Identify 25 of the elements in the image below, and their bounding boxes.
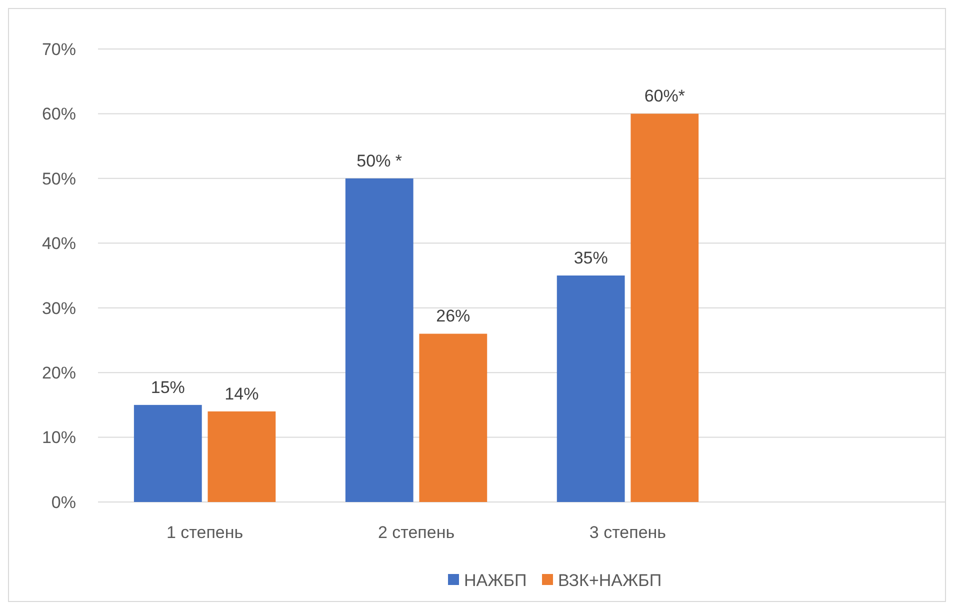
data-label: 35%: [574, 248, 608, 268]
data-label: 50% *: [356, 151, 402, 170]
y-tick-label: 50%: [42, 169, 76, 188]
y-tick-label: 0%: [51, 492, 76, 512]
x-tick-label: 2 степень: [378, 523, 455, 542]
y-tick-label: 70%: [42, 40, 76, 59]
y-tick-label: 10%: [42, 428, 76, 448]
bar: [208, 411, 276, 502]
data-label: 14%: [224, 384, 259, 404]
bar: [419, 334, 488, 502]
y-tick-label: 30%: [42, 298, 76, 318]
bar: [556, 276, 625, 502]
legend-label: ВЗК+НАЖБП: [558, 570, 662, 590]
data-label: 60%*: [644, 86, 686, 106]
x-tick-label: 3 степень: [589, 523, 666, 542]
data-label: 26%: [436, 306, 470, 326]
bar: [345, 178, 414, 502]
bar: [134, 404, 202, 502]
y-tick-label: 60%: [42, 104, 76, 124]
y-tick-label: 20%: [42, 364, 76, 383]
legend-label: НАЖБП: [464, 570, 527, 590]
bar: [630, 114, 699, 502]
x-tick-label: 1 степень: [166, 523, 244, 542]
y-tick-label: 40%: [42, 234, 76, 254]
data-label: 15%: [150, 378, 185, 397]
